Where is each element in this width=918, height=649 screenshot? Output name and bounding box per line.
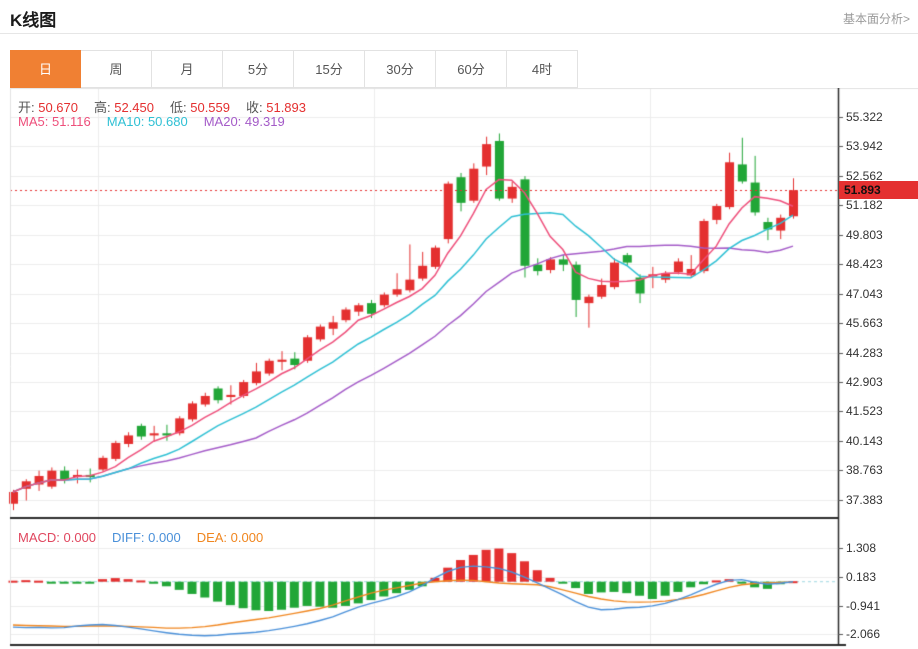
ma-readout: MA5: 51.116 MA10: 50.680 MA20: 49.319: [18, 114, 301, 129]
diff-value: DIFF: 0.000: [112, 530, 181, 545]
tab-4hour[interactable]: 4时: [507, 50, 578, 88]
price-tick-label: 38.763: [846, 463, 883, 478]
price-tick-label: 51.182: [846, 198, 883, 213]
price-tick-label: 45.663: [846, 316, 883, 331]
macd-readout: MACD: 0.000 DIFF: 0.000 DEA: 0.000: [18, 530, 279, 545]
price-tick-label: 37.383: [846, 492, 883, 507]
macd-tick-label: -0.941: [846, 598, 881, 613]
tab-60min[interactable]: 60分: [436, 50, 507, 88]
ma5-value: MA5: 51.116: [18, 114, 91, 129]
period-tabbar: 日周月 5分 15分 30分 60分 4时: [10, 50, 578, 88]
price-tick-label: 53.942: [846, 139, 883, 154]
tab-month[interactable]: 月: [152, 50, 223, 88]
price-tick-label: 55.322: [846, 110, 883, 124]
price-tick-label: 44.283: [846, 345, 883, 360]
macd-tick-label: 0.183: [846, 570, 877, 585]
macd-value: MACD: 0.000: [18, 530, 97, 545]
macd-tick-label: 1.308: [846, 541, 877, 556]
kline-chart-canvas[interactable]: [0, 88, 918, 649]
tab-30min[interactable]: 30分: [365, 50, 436, 88]
ohlc-open: 开: 50.670: [18, 100, 78, 115]
ma20-value: MA20: 49.319: [203, 114, 285, 129]
price-tick-label: 52.562: [846, 168, 883, 183]
price-tick-label: 48.423: [846, 257, 883, 272]
price-tick-label: 47.043: [846, 286, 883, 301]
ohlc-low: 低: 50.559: [170, 100, 230, 115]
price-tick-label: 49.803: [846, 227, 883, 242]
fundamental-analysis-link[interactable]: 基本面分析>: [842, 12, 910, 26]
macd-tick-label: -2.066: [846, 627, 881, 642]
tab-week[interactable]: 周: [81, 50, 152, 88]
title-divider: [0, 33, 918, 34]
price-tick-label: 41.523: [846, 404, 883, 419]
ohlc-close: 收: 51.893: [246, 100, 306, 115]
page-title: K线图: [10, 11, 57, 30]
kline-chart-area: 开: 50.670 高: 52.450 低: 50.559 收: 51.893 MA5…: [0, 88, 918, 649]
dea-value: DEA: 0.000: [196, 530, 264, 545]
tab-day[interactable]: 日: [10, 50, 81, 88]
ohlc-readout: 开: 50.670 高: 52.450 低: 50.559 收: 51.893: [18, 97, 322, 116]
price-tick-label: 42.903: [846, 375, 883, 390]
ma10-value: MA10: 50.680: [106, 114, 188, 129]
current-price-badge: 51.893: [839, 181, 918, 200]
price-tick-label: 40.143: [846, 433, 883, 448]
tab-15min[interactable]: 15分: [294, 50, 365, 88]
ohlc-high: 高: 52.450: [94, 100, 154, 115]
tab-5min[interactable]: 5分: [223, 50, 294, 88]
